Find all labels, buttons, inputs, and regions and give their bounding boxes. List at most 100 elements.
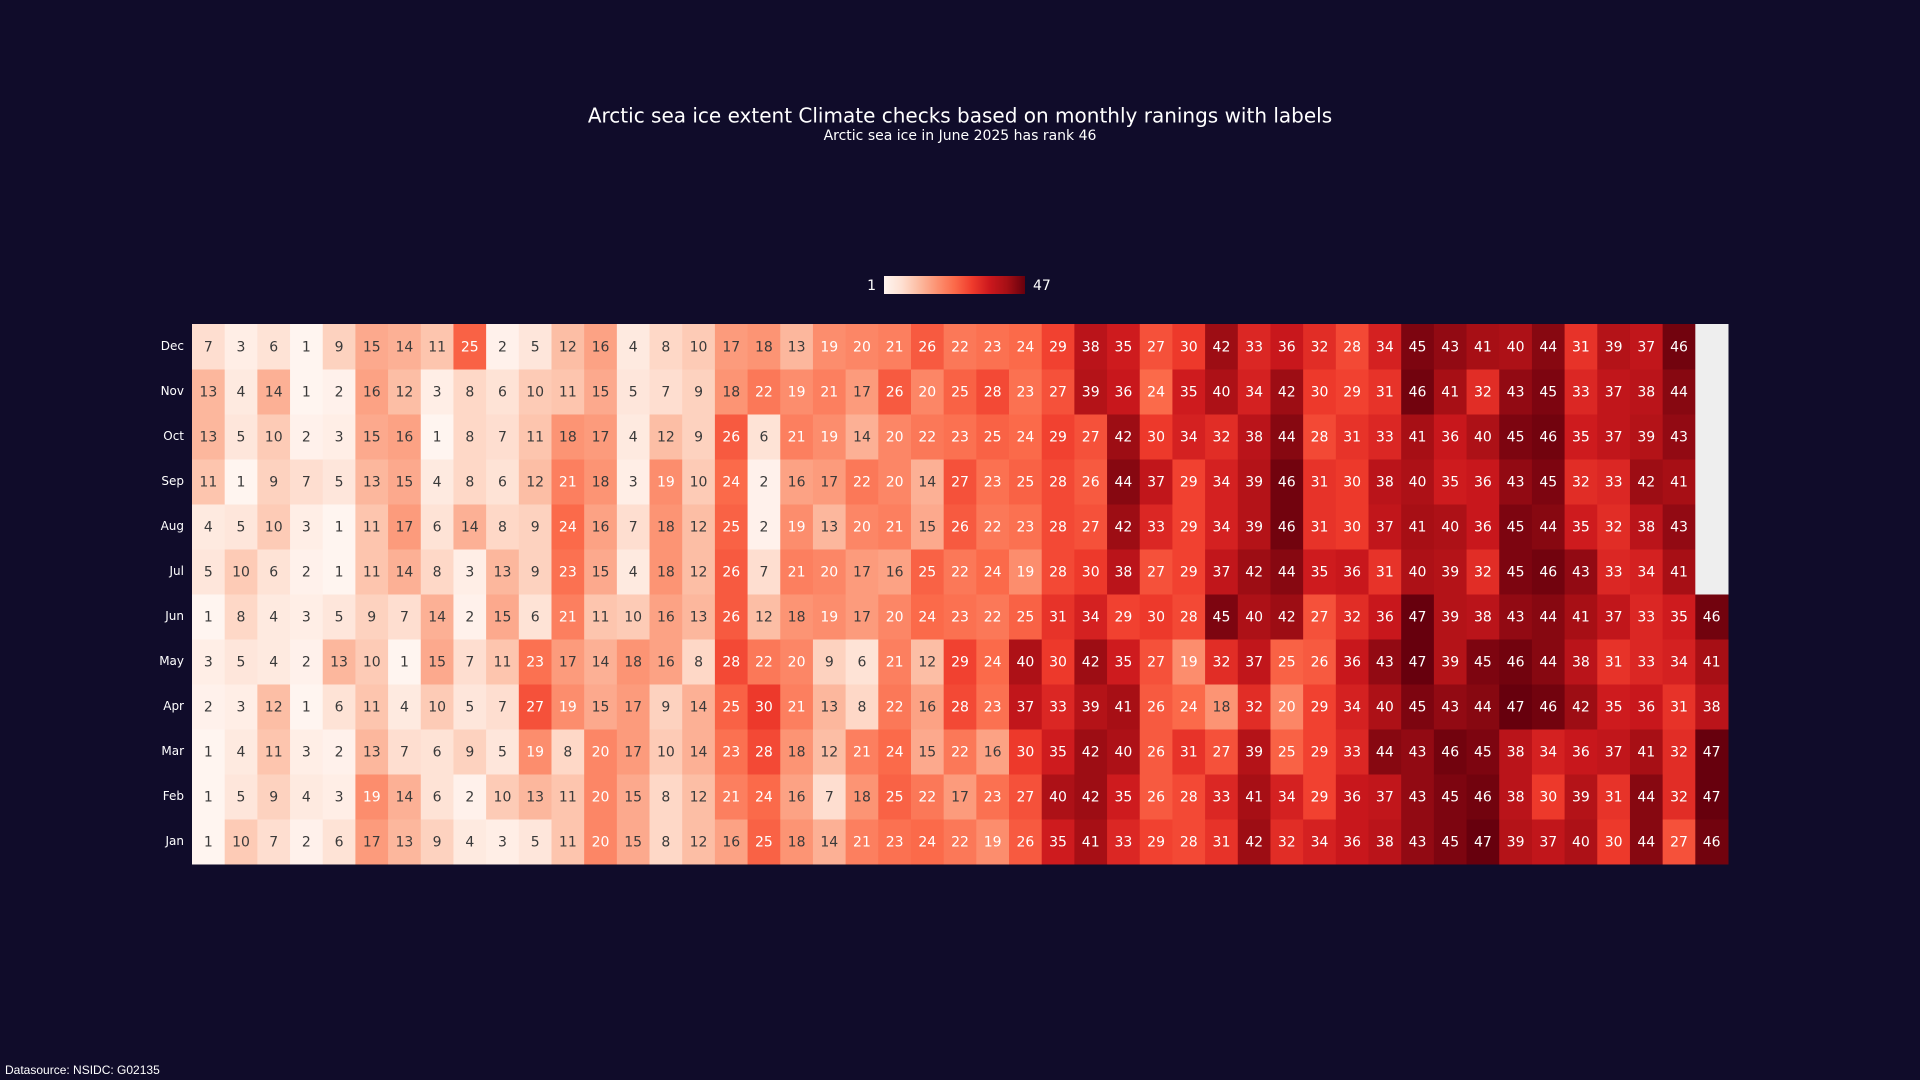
cell-label: 17 (592, 430, 610, 446)
cell-label: 43 (1507, 385, 1525, 401)
y-tick-label: May (159, 654, 184, 668)
cell-label: 31 (1572, 340, 1590, 356)
heatmap-cell (1270, 819, 1304, 865)
heatmap-cell (420, 324, 454, 370)
heatmap-cell (943, 594, 977, 640)
heatmap-cell (1662, 594, 1696, 640)
cell-label: 7 (465, 655, 474, 671)
cell-label: 25 (722, 520, 740, 536)
cell-label: 28 (1180, 790, 1198, 806)
heatmap-cell (1662, 774, 1696, 820)
heatmap-cell (1074, 459, 1108, 505)
heatmap-cell (290, 684, 324, 730)
cell-label: 1 (335, 520, 344, 536)
cell-label: 16 (657, 655, 675, 671)
cell-label: 14 (428, 610, 446, 626)
cell-label: 43 (1409, 745, 1427, 761)
cell-label: 8 (661, 835, 670, 851)
cell-label: 22 (951, 745, 969, 761)
heatmap-cell (420, 684, 454, 730)
heatmap-cell (747, 729, 781, 775)
heatmap-cell (845, 549, 879, 595)
heatmap-cell (747, 819, 781, 865)
cell-label: 26 (1147, 745, 1165, 761)
heatmap-cell (616, 639, 651, 685)
cell-label: 25 (951, 385, 969, 401)
heatmap-cell (910, 414, 945, 460)
cell-label: 45 (1213, 610, 1231, 626)
heatmap-cell (1172, 684, 1206, 730)
heatmap-cell (1270, 414, 1304, 460)
cell-label: 6 (857, 655, 866, 671)
cell-label: 44 (1637, 790, 1655, 806)
cell-label: 25 (755, 835, 773, 851)
cell-label: 7 (825, 790, 834, 806)
cell-label: 29 (1049, 340, 1067, 356)
cell-label: 20 (918, 385, 936, 401)
heatmap-cell (682, 369, 716, 415)
heatmap-cell (1237, 819, 1271, 865)
heatmap-cell (1662, 324, 1696, 370)
cell-label: 30 (1049, 655, 1067, 671)
cell-label: 12 (526, 475, 544, 491)
heatmap-cell (1205, 594, 1239, 640)
cell-label: 7 (498, 700, 507, 716)
cell-label: 18 (657, 520, 675, 536)
heatmap-cell (584, 774, 618, 820)
cell-label: 25 (984, 430, 1002, 446)
heatmap-cell (453, 594, 487, 640)
heatmap-cell (224, 729, 258, 775)
cell-label: 37 (1147, 475, 1165, 491)
heatmap-cell (1172, 369, 1206, 415)
heatmap-cell (1335, 414, 1370, 460)
heatmap-cell (1629, 369, 1664, 415)
cell-label: 28 (1180, 835, 1198, 851)
heatmap-cell (1139, 459, 1173, 505)
heatmap-cell (290, 504, 324, 550)
cell-label: 13 (788, 340, 806, 356)
heatmap-cell (584, 729, 618, 775)
heatmap-cell (1237, 459, 1271, 505)
heatmap-cell (1466, 729, 1500, 775)
y-tick-label: Sep (161, 474, 184, 488)
heatmap-cell (420, 414, 454, 460)
heatmap-cell (322, 324, 356, 370)
cell-label: 19 (788, 520, 806, 536)
cell-label: 31 (1670, 700, 1688, 716)
heatmap-cell (1564, 819, 1598, 865)
heatmap-cell (1041, 684, 1075, 730)
cell-label: 41 (1572, 610, 1590, 626)
cell-label: 43 (1507, 610, 1525, 626)
cell-label: 23 (886, 835, 904, 851)
cell-label: 11 (526, 430, 544, 446)
heatmap-cell (322, 684, 356, 730)
cell-label: 5 (498, 745, 507, 761)
heatmap-cell (812, 549, 847, 595)
heatmap-cell (355, 819, 389, 865)
heatmap-cell (486, 639, 520, 685)
cell-label: 40 (1409, 565, 1427, 581)
heatmap-cell (649, 774, 683, 820)
heatmap-cell (1303, 819, 1337, 865)
cell-label: 19 (820, 340, 838, 356)
cell-label: 39 (1637, 430, 1655, 446)
cell-label: 16 (918, 700, 936, 716)
cell-label: 21 (886, 340, 904, 356)
heatmap-cell (1107, 639, 1141, 685)
heatmap-cell (486, 684, 520, 730)
cell-label: 34 (1539, 745, 1557, 761)
heatmap-cell (355, 639, 389, 685)
heatmap-cell (649, 324, 683, 370)
heatmap-cell (1499, 684, 1533, 730)
heatmap-cell (551, 324, 585, 370)
heatmap-cell (257, 414, 291, 460)
heatmap-cell (878, 459, 912, 505)
heatmap-cell (1368, 549, 1402, 595)
heatmap-cell (878, 504, 912, 550)
heatmap-cell (682, 684, 716, 730)
heatmap-cell (420, 639, 454, 685)
heatmap-cell (1335, 549, 1370, 595)
cell-label: 15 (494, 610, 512, 626)
heatmap-cell (616, 369, 651, 415)
cell-label: 1 (204, 610, 213, 626)
